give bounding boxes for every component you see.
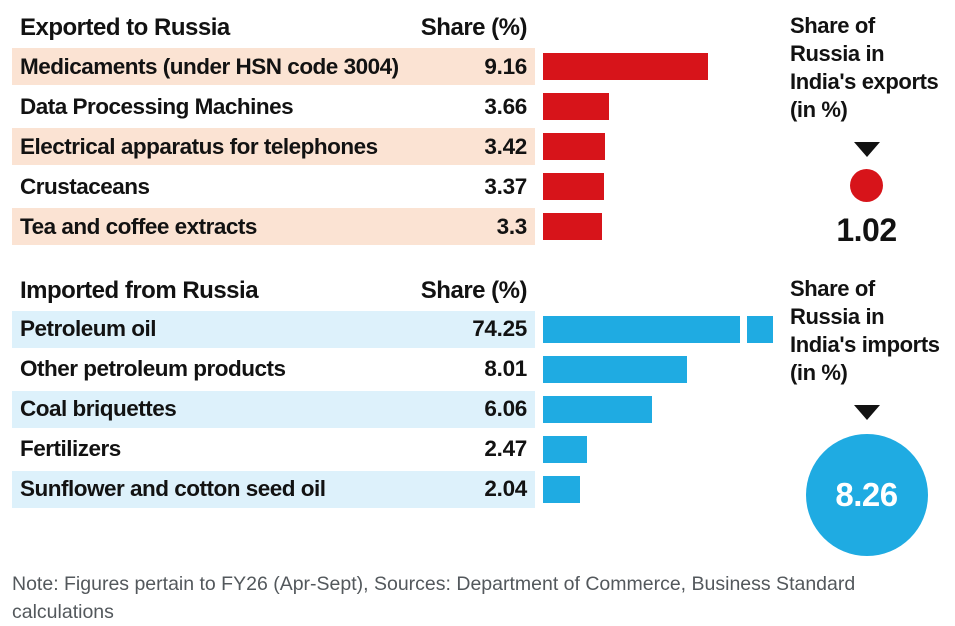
imports-table: Imported from Russia Share (%) Petroleum… xyxy=(12,271,790,511)
table-row: Petroleum oil 74.25 xyxy=(12,311,790,348)
row-label: Fertilizers xyxy=(20,436,121,462)
imports-share-circle: 8.26 xyxy=(806,434,928,556)
row-label: Sunflower and cotton seed oil xyxy=(20,476,326,502)
import-bar xyxy=(543,316,740,343)
row-label: Medicaments (under HSN code 3004) xyxy=(20,54,399,80)
exports-table: Exported to Russia Share (%) Medicaments… xyxy=(12,8,790,248)
export-bar xyxy=(543,173,604,200)
exports-share-value: 1.02 xyxy=(790,212,943,249)
down-arrow-icon xyxy=(854,142,880,157)
import-bar xyxy=(543,476,580,503)
import-bar xyxy=(543,436,587,463)
table-row: Data Processing Machines 3.66 xyxy=(12,88,790,125)
table-row: Medicaments (under HSN code 3004) 9.16 xyxy=(12,48,790,85)
row-label-area: Fertilizers 2.47 xyxy=(12,431,535,468)
export-bar xyxy=(543,213,602,240)
import-bar xyxy=(543,356,687,383)
table-row: Fertilizers 2.47 xyxy=(12,431,790,468)
table-row: Other petroleum products 8.01 xyxy=(12,351,790,388)
row-label: Coal briquettes xyxy=(20,396,176,422)
exports-title: Exported to Russia xyxy=(20,14,230,42)
row-label-area: Coal briquettes 6.06 xyxy=(12,391,535,428)
imports-header-row: Imported from Russia Share (%) xyxy=(12,271,535,311)
row-value: 6.06 xyxy=(484,396,527,422)
export-bar xyxy=(543,133,605,160)
exports-share-dot xyxy=(850,169,883,202)
row-value: 2.04 xyxy=(484,476,527,502)
row-label-area: Medicaments (under HSN code 3004) 9.16 xyxy=(12,48,535,85)
row-value: 2.47 xyxy=(484,436,527,462)
row-label-area: Electrical apparatus for telephones 3.42 xyxy=(12,128,535,165)
imports-share-callout: Share of Russia in India's imports (in %… xyxy=(790,271,943,556)
row-value: 8.01 xyxy=(484,356,527,382)
exports-share-callout: Share of Russia in India's exports (in %… xyxy=(790,8,943,249)
source-note: Note: Figures pertain to FY26 (Apr-Sept)… xyxy=(12,570,857,626)
row-label: Data Processing Machines xyxy=(20,94,293,120)
row-label: Other petroleum products xyxy=(20,356,286,382)
exports-header-row: Exported to Russia Share (%) xyxy=(12,8,535,48)
export-bar xyxy=(543,93,609,120)
table-row: Sunflower and cotton seed oil 2.04 xyxy=(12,471,790,508)
row-value: 74.25 xyxy=(472,316,527,342)
row-label-area: Crustaceans 3.37 xyxy=(12,168,535,205)
imports-section: Imported from Russia Share (%) Petroleum… xyxy=(12,271,943,556)
row-label-area: Tea and coffee extracts 3.3 xyxy=(12,208,535,245)
row-value: 3.3 xyxy=(497,214,527,240)
row-label: Tea and coffee extracts xyxy=(20,214,257,240)
row-value: 9.16 xyxy=(484,54,527,80)
bar-break-segment xyxy=(747,316,773,343)
row-label: Petroleum oil xyxy=(20,316,156,342)
import-bar xyxy=(543,396,652,423)
row-label: Electrical apparatus for telephones xyxy=(20,134,378,160)
row-value: 3.37 xyxy=(484,174,527,200)
imports-share-header: Share (%) xyxy=(421,277,527,305)
row-label: Crustaceans xyxy=(20,174,150,200)
export-bar xyxy=(543,53,708,80)
row-value: 3.66 xyxy=(484,94,527,120)
table-row: Electrical apparatus for telephones 3.42 xyxy=(12,128,790,165)
table-row: Tea and coffee extracts 3.3 xyxy=(12,208,790,245)
row-label-area: Data Processing Machines 3.66 xyxy=(12,88,535,125)
exports-share-caption: Share of Russia in India's exports (in %… xyxy=(790,12,943,124)
exports-share-header: Share (%) xyxy=(421,14,527,42)
row-label-area: Sunflower and cotton seed oil 2.04 xyxy=(12,471,535,508)
imports-share-caption: Share of Russia in India's imports (in %… xyxy=(790,275,943,387)
imports-title: Imported from Russia xyxy=(20,277,258,305)
table-row: Coal briquettes 6.06 xyxy=(12,391,790,428)
imports-share-value: 8.26 xyxy=(835,476,897,514)
table-row: Crustaceans 3.37 xyxy=(12,168,790,205)
row-label-area: Petroleum oil 74.25 xyxy=(12,311,535,348)
row-label-area: Other petroleum products 8.01 xyxy=(12,351,535,388)
exports-section: Exported to Russia Share (%) Medicaments… xyxy=(12,8,943,249)
row-value: 3.42 xyxy=(484,134,527,160)
down-arrow-icon xyxy=(854,405,880,420)
